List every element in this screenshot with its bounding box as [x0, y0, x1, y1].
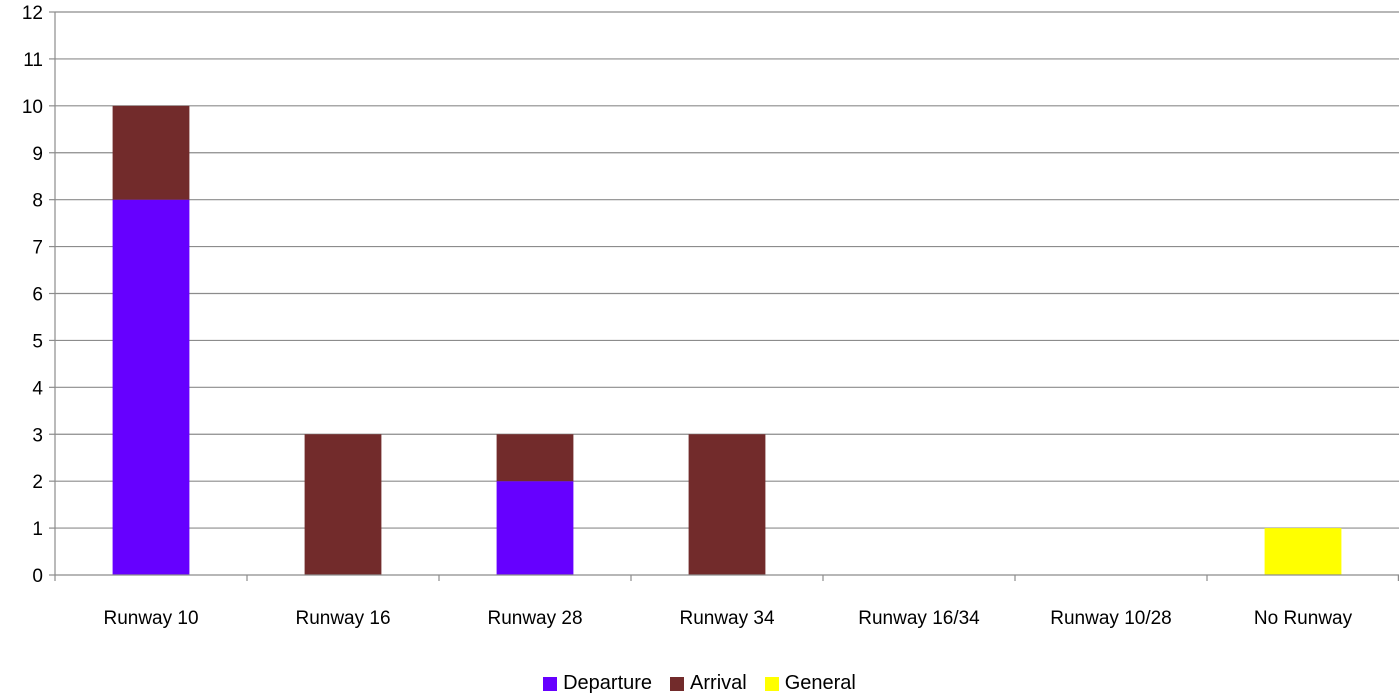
legend-label-arrival: Arrival — [690, 672, 747, 694]
x-tick-label-0: Runway 10 — [103, 608, 198, 629]
y-tick-label-11: 11 — [23, 50, 43, 71]
legend-item-departure: Departure — [543, 672, 652, 695]
x-tick-label-3: Runway 34 — [679, 608, 774, 629]
legend-item-arrival: Arrival — [670, 672, 747, 695]
bar-arrival-0 — [112, 105, 190, 200]
legend-swatch-arrival — [670, 676, 685, 691]
y-tick-label-10: 10 — [22, 97, 43, 118]
y-tick-label-3: 3 — [32, 425, 43, 446]
y-tick-label-4: 4 — [32, 378, 43, 399]
legend-swatch-departure — [543, 676, 558, 691]
y-tick-label-9: 9 — [32, 144, 43, 165]
bar-arrival-1 — [304, 434, 382, 575]
y-tick-label-2: 2 — [32, 472, 43, 493]
y-tick-label-7: 7 — [32, 238, 43, 259]
y-tick-label-0: 0 — [32, 566, 43, 587]
x-tick-label-5: Runway 10/28 — [1050, 608, 1171, 629]
legend-label-general: General — [784, 672, 856, 694]
bar-arrival-3 — [688, 434, 766, 575]
x-tick-label-4: Runway 16/34 — [858, 608, 980, 629]
y-tick-label-1: 1 — [32, 519, 43, 540]
bars — [112, 105, 1342, 575]
bar-departure-0 — [112, 199, 190, 575]
x-tick-label-1: Runway 16 — [295, 608, 390, 629]
axes — [54, 12, 1399, 581]
y-tick-label-5: 5 — [32, 331, 43, 352]
y-tick-label-12: 12 — [22, 3, 43, 24]
bar-departure-2 — [496, 481, 574, 575]
y-tick-label-8: 8 — [32, 191, 43, 212]
legend-label-departure: Departure — [563, 672, 653, 694]
y-tick-label-6: 6 — [32, 285, 43, 306]
legend-swatch-general — [764, 676, 779, 691]
legend-item-general: General — [764, 672, 856, 695]
bar-general-6 — [1264, 528, 1342, 575]
gridlines — [55, 11, 1399, 529]
bar-arrival-2 — [496, 434, 574, 482]
x-tick-label-6: No Runway — [1254, 608, 1353, 629]
legend: Departure Arrival General — [0, 672, 1399, 695]
x-axis-labels: Runway 10 Runway 16 Runway 28 Runway 34 Runw… — [103, 608, 1352, 629]
x-tick-label-2: Runway 28 — [487, 608, 582, 629]
